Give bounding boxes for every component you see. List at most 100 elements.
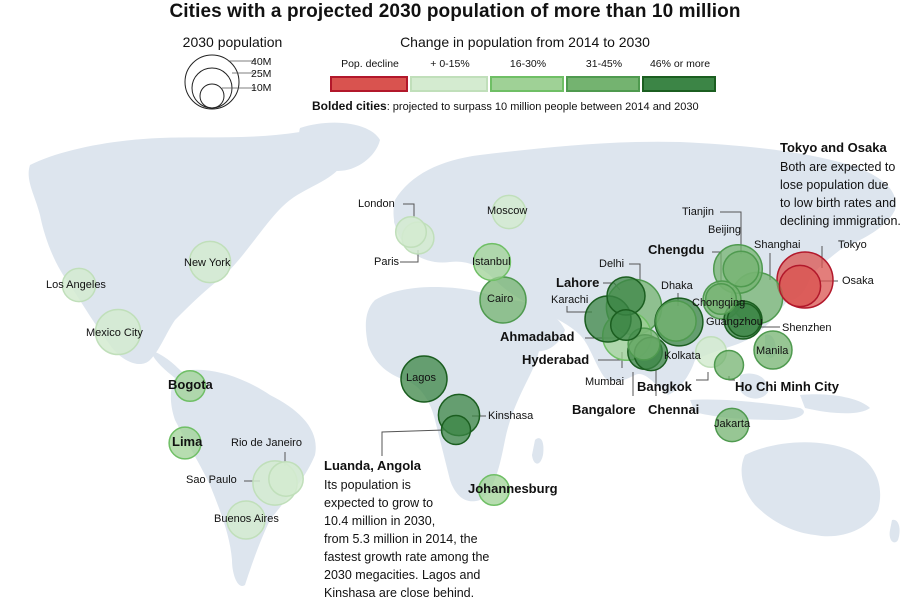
city-label-paris: Paris [374,256,400,268]
luanda-line: 2030 megacities. Lagos and [324,568,481,582]
bolded-cities-note: Bolded cities: projected to surpass 10 m… [312,99,699,113]
tokyo-osaka-annotation-body: Both are expected to lose population due… [780,158,901,230]
city-label-buenos-aires: Buenos Aires [214,513,279,525]
city-bubbles [61,194,834,540]
land-central-america [150,350,187,382]
change-legend-swatch-0-15 [410,76,488,92]
city-bubble-london[interactable] [394,215,428,249]
city-bubble-osaka[interactable] [778,264,822,308]
city-label-beijing: Beijing [708,224,742,236]
city-bubble-kolkata[interactable] [655,300,697,342]
tokyo-osaka-line: to low birth rates and [780,196,897,210]
city-label-dhaka: Dhaka [661,280,693,292]
city-label-lima: Lima [172,434,203,449]
city-label-moscow: Moscow [487,205,528,217]
land-africa [365,287,541,502]
size-legend-circle-10m [199,83,225,109]
leader-line-karachi [566,306,592,313]
city-label-rio-de-janeiro: Rio de Janeiro [231,437,302,449]
city-label-mexico-city: Mexico City [86,327,143,339]
city-bubble-lagos[interactable] [400,355,448,403]
land-australia [741,442,881,537]
luanda-line: Kinshasa are close behind. [324,586,475,600]
city-bubble-mexico-city[interactable] [94,308,142,356]
change-legend-label-16-30: 16-30% [509,58,547,70]
leader-line-london [403,203,415,218]
city-label-kinshasa: Kinshasa [488,410,534,422]
city-label-shanghai: Shanghai [754,239,801,251]
change-legend-swatch-16-30 [490,76,564,92]
chart-title: Cities with a projected 2030 population … [169,1,741,22]
city-label-jakarta: Jakarta [714,418,751,430]
size-legend [184,54,256,110]
city-bubble-manila[interactable] [753,330,793,370]
city-bubble-lima[interactable] [168,426,202,460]
city-bubble-shenzhen[interactable] [726,302,762,338]
city-label-ahmadabad: Ahmadabad [500,329,575,344]
city-label-london: London [358,198,395,210]
land-north-america [28,131,346,365]
city-bubble-moscow[interactable] [491,194,527,230]
size-legend-circle-40m [184,54,240,110]
change-legend-label-46-or-more: 46% or more [649,58,711,70]
tokyo-osaka-line: declining immigration. [780,214,901,228]
bolded-cities-note-bold: Bolded cities [312,99,387,113]
city-label-karachi: Karachi [551,294,589,306]
land-new-zealand [889,519,900,543]
city-bubble-jakarta[interactable] [714,407,750,443]
city-bubble-istanbul[interactable] [472,242,512,282]
luanda-line: 10.4 million in 2030, [324,514,436,528]
land-borneo [740,373,769,399]
change-legend-title: Change in population from 2014 to 2030 [400,34,650,50]
city-label-guangzhou: Guangzhou [706,316,763,328]
size-legend-title: 2030 population [182,34,283,50]
city-label-osaka: Osaka [842,275,874,287]
city-bubble-luanda-angola[interactable] [440,414,472,446]
size-legend-label-10m: 10M [251,82,272,94]
size-legend-label-25m: 25M [251,68,272,80]
city-bubble-rio-de-janeiro[interactable] [268,461,304,497]
city-bubble-los-angeles[interactable] [61,267,97,303]
luanda-line: fastest growth rate among the [324,550,490,564]
change-legend-swatch-31-45 [566,76,640,92]
change-legend-label-pop-decline: Pop. decline [341,58,399,70]
luanda-line: Its population is [324,478,411,492]
city-label-chongqing: Chongqing [692,297,746,309]
city-label-bangalore: Bangalore [572,402,636,417]
city-label-kolkata: Kolkata [664,350,701,362]
leader-line-luanda-angola [381,429,445,456]
size-legend-label-40m: 40M [251,56,272,68]
luanda-line: from 5.3 million in 2014, the [324,532,478,546]
city-label-cairo: Cairo [487,293,514,305]
city-bubble-chengdu[interactable] [704,282,738,316]
city-label-manila: Manila [756,345,789,357]
city-bubble-new-york[interactable] [188,240,232,284]
city-bubble-buenos-aires[interactable] [226,500,266,540]
change-legend-label-31-45: 31-45% [585,58,623,70]
city-label-johannesburg: Johannesburg [468,481,558,496]
city-label-tianjin: Tianjin [682,206,714,218]
city-label-los-angeles: Los Angeles [46,279,106,291]
land-new-guinea [800,394,870,414]
city-label-lagos: Lagos [406,372,436,384]
city-bubble-johannesburg[interactable] [477,473,511,507]
land-south-america [170,369,316,586]
city-label-chengdu: Chengdu [648,242,705,257]
change-legend-swatch-pop-decline [330,76,408,92]
city-bubble-ho-chi-minh-city[interactable] [713,349,745,381]
leader-line-tianjin [720,211,742,252]
city-bubble-tianjin[interactable] [722,250,760,288]
city-label-hyderabad: Hyderabad [522,352,590,367]
city-bubble-ahmadabad[interactable] [609,308,643,342]
land-greenland [299,122,380,171]
city-label-shenzhen: Shenzhen [782,322,832,334]
city-label-bangkok: Bangkok [637,379,692,394]
tokyo-osaka-line: Both are expected to [780,160,896,174]
city-bubble-bogota[interactable] [173,369,207,403]
luanda-line: expected to grow to [324,496,434,510]
leader-line-bangkok [696,372,709,381]
city-label-new-york: New York [184,257,231,269]
city-label-delhi: Delhi [599,258,625,270]
